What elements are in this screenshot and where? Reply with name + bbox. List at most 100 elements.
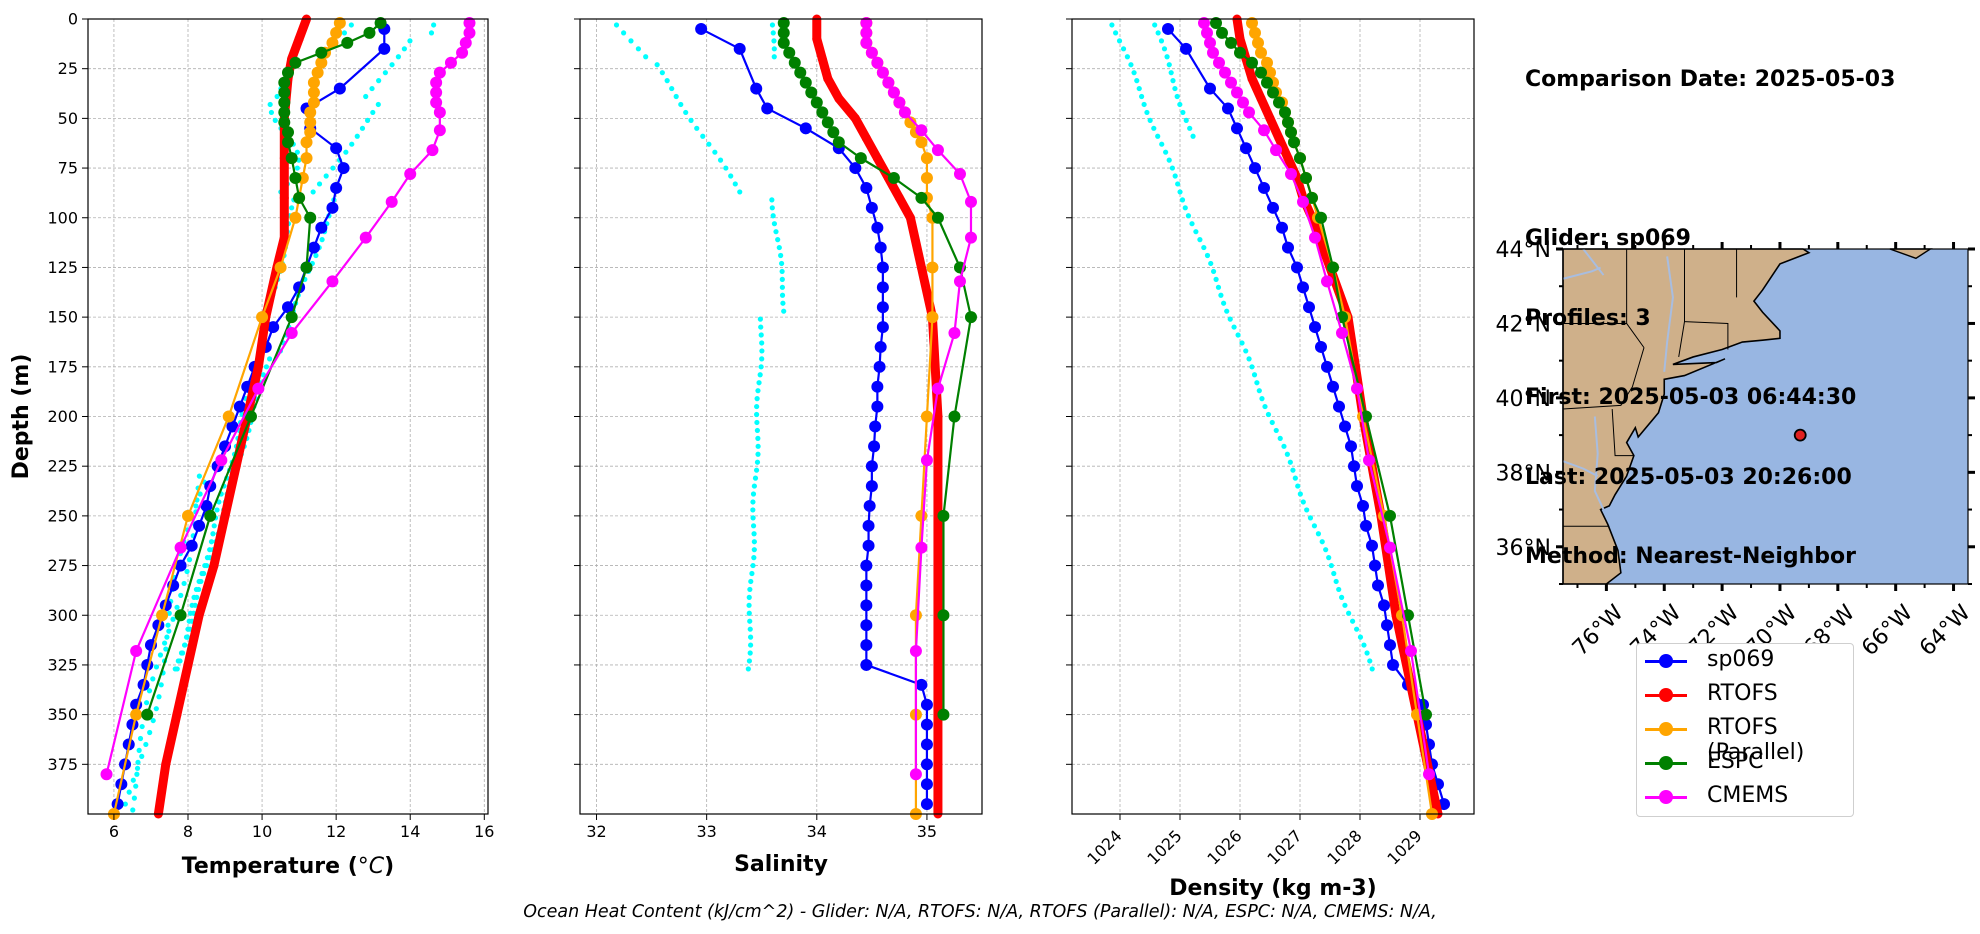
map-frame (1562, 248, 1969, 585)
data-point-RTOFS (861, 133, 871, 143)
other-cast-point (1326, 555, 1332, 561)
data-point-ESPC (204, 509, 217, 522)
other-cast-point (635, 46, 641, 52)
other-cast-point (1180, 109, 1186, 116)
other-cast-point (1346, 610, 1352, 616)
data-point-sp069 (915, 678, 928, 691)
data-point-sp069 (1297, 281, 1309, 294)
other-cast-point (341, 30, 348, 36)
other-cast-point (747, 634, 754, 640)
data-point-RTOFS (Parallel) (333, 16, 346, 29)
glider-name: Glider: sp069 (1525, 226, 1691, 251)
data-point-RTOFS (1235, 34, 1245, 44)
data-point-ESPC (282, 66, 294, 79)
data-point-CMEMS (433, 106, 446, 119)
data-point-ESPC (1420, 708, 1432, 721)
data-point-sp069 (1384, 639, 1396, 652)
x-tick-label: 1026 (1203, 826, 1245, 868)
other-cast-point (294, 149, 300, 155)
other-cast-point (263, 364, 270, 370)
other-cast-point (153, 664, 160, 670)
legend-item-rtofs-parallel: RTOFS (Parallel) (1637, 712, 1853, 765)
data-point-ESPC (1294, 152, 1306, 165)
other-cast-point (779, 284, 785, 290)
data-point-sp069 (860, 579, 873, 592)
other-cast-point (196, 586, 202, 593)
data-point-sp069 (862, 539, 875, 552)
data-point-ESPC (1288, 136, 1300, 149)
data-point-RTOFS (Parallel) (274, 261, 287, 274)
other-cast-point (364, 117, 371, 123)
other-cast-point (754, 419, 760, 426)
other-cast-point (147, 729, 153, 736)
data-point-RTOFS (Parallel) (1261, 56, 1273, 69)
data-point-RTOFS (Parallel) (915, 509, 928, 522)
other-cast-point (751, 555, 757, 561)
other-cast-point (289, 205, 295, 211)
other-cast-point (1281, 443, 1287, 449)
y-tick-label: 325 (47, 655, 78, 674)
x-tick-label: 16 (474, 822, 494, 841)
legend-marker (1659, 654, 1673, 668)
data-point-ESPC (1279, 106, 1291, 119)
other-cast-point (1339, 594, 1345, 600)
other-cast-point (1221, 300, 1227, 306)
data-point-CMEMS (860, 26, 873, 39)
data-point-sp069 (874, 340, 887, 353)
data-point-RTOFS (Parallel) (182, 509, 194, 522)
data-point-sp069 (876, 301, 889, 314)
other-cast-point (1159, 141, 1165, 147)
other-cast-point (1319, 539, 1325, 545)
other-cast-point (1136, 85, 1142, 92)
data-point-CMEMS (882, 76, 895, 89)
data-point-CMEMS (1423, 768, 1435, 781)
other-cast-point (170, 616, 176, 622)
data-point-RTOFS (Parallel) (1252, 36, 1264, 49)
legend-label: sp069 (1707, 647, 1775, 672)
legend-item-sp069: sp069 (1637, 644, 1853, 678)
other-cast-point (1349, 618, 1356, 624)
legend: sp069 RTOFS RTOFS (Parallel) ESPC CMEMS (1636, 643, 1854, 817)
x-tick-label: 34 (807, 822, 827, 841)
other-cast-point (1323, 547, 1329, 553)
comparison-date: Comparison Date: 2025-05-03 (1525, 67, 1896, 92)
data-point-CMEMS (404, 168, 417, 181)
data-point-ESPC (174, 609, 187, 622)
data-point-ESPC (282, 136, 294, 149)
data-point-ESPC (1246, 56, 1258, 69)
data-point-ESPC (315, 46, 328, 59)
legend-item-espc: ESPC (1637, 746, 1853, 780)
data-point-ESPC (777, 16, 790, 29)
other-cast-point (779, 276, 785, 282)
data-point-ESPC (805, 86, 818, 99)
other-cast-point (178, 592, 184, 598)
other-cast-point (747, 618, 753, 624)
data-point-ESPC (278, 116, 291, 129)
x-tick-label: 1024 (1083, 826, 1125, 868)
other-cast-point (136, 747, 142, 754)
other-cast-point (1331, 570, 1337, 577)
other-cast-point (208, 539, 215, 545)
data-point-ESPC (799, 76, 812, 89)
other-cast-point (1259, 396, 1265, 402)
other-cast-point (1170, 78, 1176, 84)
data-point-ESPC (1306, 191, 1318, 204)
other-cast-point (182, 642, 188, 648)
data-point-CMEMS (1213, 56, 1225, 69)
data-point-ESPC (285, 152, 298, 165)
data-point-sp069 (1387, 658, 1399, 671)
data-point-RTOFS (Parallel) (222, 410, 235, 423)
other-cast-point (1151, 125, 1157, 131)
data-point-sp069 (174, 559, 187, 572)
other-cast-point (1336, 586, 1342, 593)
data-point-CMEMS (459, 36, 472, 49)
y-tick-label: 375 (47, 755, 78, 774)
other-cast-point (1277, 435, 1283, 441)
other-cast-point (1185, 213, 1192, 219)
other-cast-point (1158, 38, 1165, 44)
lat-tick-label: 40°N (1496, 387, 1551, 412)
other-cast-point (1166, 62, 1172, 68)
data-point-sp069 (1351, 480, 1363, 493)
other-cast-point (370, 109, 376, 116)
x-axis-label-part: ) (384, 854, 394, 879)
